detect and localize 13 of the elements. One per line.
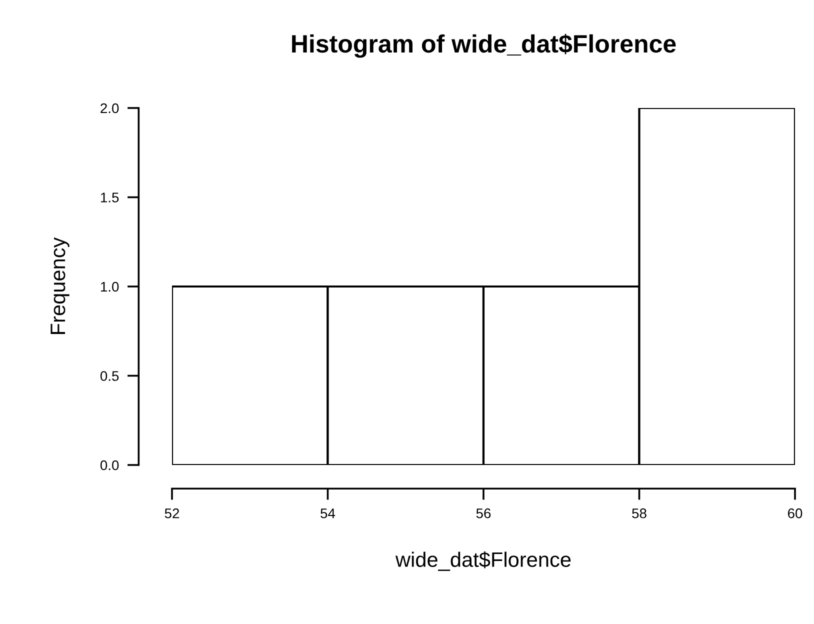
y-tick-label: 1.0 — [100, 282, 119, 292]
y-tick-label: 0.5 — [100, 371, 119, 381]
x-axis-title: wide_dat$Florence — [395, 551, 571, 571]
y-tick-label: 1.5 — [100, 192, 119, 202]
x-tick-label: 52 — [164, 508, 180, 518]
y-tick-label: 0.0 — [100, 460, 119, 470]
x-tick-label: 60 — [788, 508, 802, 518]
y-axis-title: Frequency — [50, 237, 70, 334]
x-tick-label: 56 — [476, 508, 491, 518]
x-tick-label: 54 — [320, 508, 336, 518]
y-tick-label: 2.0 — [100, 103, 119, 114]
x-tick-label: 58 — [632, 508, 646, 518]
chart-title: Histogram of wide_dat$Florence — [292, 34, 676, 58]
